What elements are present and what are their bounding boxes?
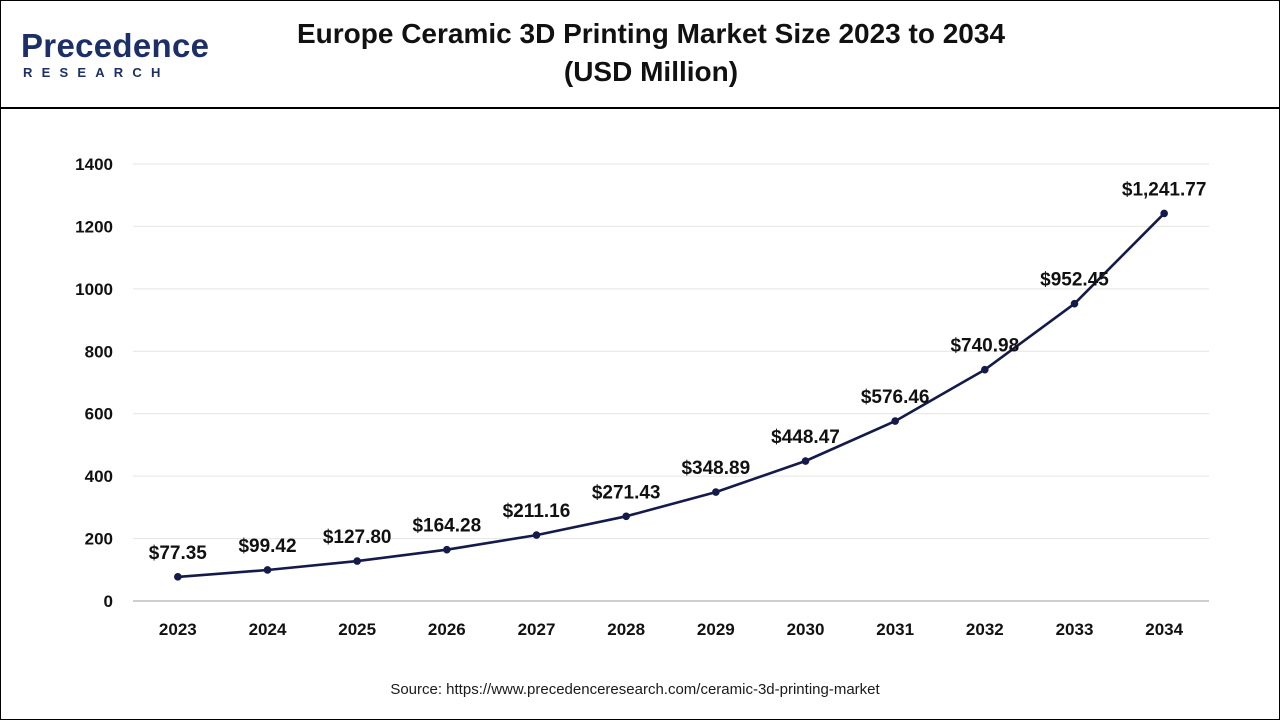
data-points [174, 209, 1168, 581]
x-tick-label: 2031 [876, 620, 914, 639]
data-point [622, 512, 630, 521]
logo-name: Precedence [21, 27, 210, 64]
data-point [1160, 209, 1168, 218]
data-point [443, 545, 451, 554]
header: Precedence RESEARCH Europe Ceramic 3D Pr… [1, 1, 1279, 109]
x-axis-tick-labels: 2023 2024 2025 2026 2027 2028 2029 2030 2031 2032… [159, 620, 1184, 639]
logo-tagline: RESEARCH [23, 65, 170, 80]
data-label: $164.28 [412, 516, 481, 537]
y-tick-label: 200 [85, 530, 113, 549]
data-label: $211.16 [503, 501, 571, 522]
y-tick-label: 600 [85, 405, 113, 424]
data-label: $740.98 [950, 336, 1019, 357]
y-tick-label: 1200 [75, 217, 113, 236]
y-tick-label: 400 [85, 467, 113, 486]
data-labels: $77.35 $99.42 $127.80 $164.28 $211.16 $271.43… [149, 179, 1207, 563]
data-point [353, 557, 361, 565]
data-label: $348.89 [681, 458, 750, 479]
x-tick-label: 2029 [697, 620, 735, 639]
data-point [891, 417, 899, 425]
y-tick-label: 0 [104, 592, 113, 611]
x-tick-label: 2033 [1056, 620, 1094, 639]
data-label: $271.43 [592, 482, 661, 503]
y-tick-label: 800 [85, 342, 113, 361]
x-tick-label: 2034 [1145, 620, 1183, 639]
chart-title-line1: Europe Ceramic 3D Printing Market Size 2… [296, 18, 1006, 49]
series-line-layer [177, 212, 1166, 579]
data-point [174, 573, 182, 581]
data-label: $127.80 [323, 527, 392, 548]
data-label: $77.35 [149, 543, 208, 564]
x-tick-label: 2024 [249, 620, 287, 639]
source-note: Source: https://www.precedenceresearch.c… [390, 681, 880, 698]
data-label: $99.42 [238, 536, 296, 557]
data-point [801, 457, 810, 465]
data-point [263, 566, 272, 574]
y-tick-label: 1000 [75, 280, 113, 299]
data-point [981, 365, 989, 374]
precedence-research-logo: Precedence RESEARCH [21, 27, 221, 83]
data-label: $576.46 [861, 387, 930, 408]
x-tick-label: 2026 [428, 620, 466, 639]
x-tick-label: 2027 [518, 620, 556, 639]
x-tick-label: 2025 [338, 620, 376, 639]
y-tick-label: 1400 [75, 155, 113, 174]
data-point [1070, 299, 1079, 308]
data-label: $448.47 [771, 427, 840, 448]
data-point [532, 531, 541, 539]
x-tick-label: 2023 [159, 620, 197, 639]
chart-title-line2: (USD Million) [563, 56, 739, 87]
gridlines [133, 163, 1209, 540]
series-line [177, 212, 1166, 579]
chart-title: Europe Ceramic 3D Printing Market Size 2… [291, 15, 1011, 91]
data-label: $952.45 [1040, 270, 1109, 291]
data-point [712, 488, 720, 496]
data-label: $1,241.77 [1122, 179, 1207, 200]
x-tick-label: 2030 [787, 620, 825, 639]
x-tick-label: 2032 [966, 620, 1004, 639]
y-axis-tick-labels: 0 200 400 600 800 1000 1200 1400 [75, 155, 113, 611]
x-tick-label: 2028 [607, 620, 645, 639]
